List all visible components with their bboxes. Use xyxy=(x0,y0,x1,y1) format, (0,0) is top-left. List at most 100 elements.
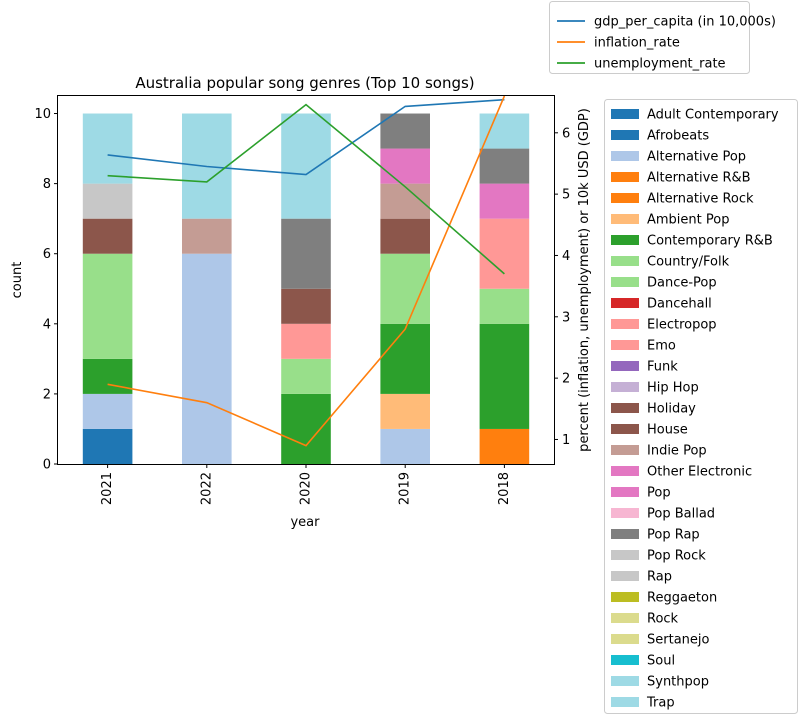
legend-label-house: House xyxy=(647,423,688,438)
legend-label-alternative-rock: Alternative Rock xyxy=(647,192,754,207)
bar-ambient-pop-2019 xyxy=(380,393,430,429)
legend-label-dancehall: Dancehall xyxy=(647,297,712,312)
legend-swatch-rock xyxy=(611,613,639,623)
y-tick-label-2: 2 xyxy=(43,387,51,402)
legend-label-funk: Funk xyxy=(647,360,678,375)
y-tick-label-8: 8 xyxy=(43,177,51,192)
legend-label-sertanejo: Sertanejo xyxy=(647,633,710,648)
bar-dance-pop-2020 xyxy=(281,358,331,394)
bar-alternative-pop-2022 xyxy=(182,253,232,464)
bar-contemporary-r-b-2018 xyxy=(479,323,530,429)
y-right-tick-label-5: 5 xyxy=(562,188,570,203)
legend-label-adult-contemporary: Adult Contemporary xyxy=(647,108,779,123)
bar-house-2020 xyxy=(281,288,331,324)
bar-country-folk-2021 xyxy=(82,253,133,359)
legend-swatch-alternative-pop xyxy=(611,151,639,161)
y-axis-right-label: percent (inflation, unemployment) or 10k… xyxy=(577,108,592,452)
legend-label-country-folk: Country/Folk xyxy=(647,255,730,270)
bar-pop-rap-2018 xyxy=(479,148,530,184)
legend-swatch-hip-hop xyxy=(611,382,639,392)
bar-alternative-pop-2021 xyxy=(82,393,133,429)
legend-label-holiday: Holiday xyxy=(647,402,696,417)
legend-label-contemporary-r-b: Contemporary R&B xyxy=(647,234,773,249)
legend-line-label-inflation-rate: inflation_rate xyxy=(594,36,680,51)
legend-label-indie-pop: Indie Pop xyxy=(647,444,707,459)
legend-label-afrobeats: Afrobeats xyxy=(647,129,709,144)
bar-contemporary-r-b-2021 xyxy=(82,358,133,394)
legend-label-electropop: Electropop xyxy=(647,318,717,333)
bar-electropop-2020 xyxy=(281,323,331,359)
line-gdp-per-capita-in-10-000s xyxy=(107,98,505,176)
legend-swatch-trap xyxy=(611,697,639,707)
legend-label-dance-pop: Dance-Pop xyxy=(647,276,717,291)
bar-alternative-rock-2018 xyxy=(479,428,530,464)
legend-label-rock: Rock xyxy=(647,612,679,627)
legend-label-alternative-pop: Alternative Pop xyxy=(647,150,746,165)
legend-swatch-alternative-r-b xyxy=(611,172,639,182)
legend-swatch-sertanejo xyxy=(611,634,639,644)
x-tick-label-2021: 2021 xyxy=(100,472,115,505)
bar-alternative-pop-2019 xyxy=(380,428,430,464)
legend-swatch-dancehall xyxy=(611,298,639,308)
legend-swatch-pop-rap xyxy=(611,529,639,539)
legend-swatch-funk xyxy=(611,361,639,371)
legend-swatch-indie-pop xyxy=(611,445,639,455)
bar-adult-contemporary-2021 xyxy=(82,428,133,464)
legend-swatch-house xyxy=(611,424,639,434)
x-tick-label-2022: 2022 xyxy=(199,472,214,505)
y-tick-label-6: 6 xyxy=(43,247,51,262)
legend-swatch-ambient-pop xyxy=(611,214,639,224)
legend-swatch-contemporary-r-b xyxy=(611,235,639,245)
legend-label-synthpop: Synthpop xyxy=(647,675,709,690)
legend-swatch-alternative-rock xyxy=(611,193,639,203)
legend-swatch-soul xyxy=(611,655,639,665)
bar-indie-pop-2022 xyxy=(182,218,232,254)
bar-other-electronic-2018 xyxy=(479,183,530,219)
bar-pop-rap-2019 xyxy=(380,113,430,149)
x-tick-label-2020: 2020 xyxy=(299,472,314,505)
y-right-tick-label-6: 6 xyxy=(562,126,570,141)
legend-swatch-holiday xyxy=(611,403,639,413)
x-tick-label-2018: 2018 xyxy=(497,472,512,505)
legend-line-label-unemployment-rate: unemployment_rate xyxy=(594,57,726,72)
y-tick-label-0: 0 xyxy=(43,458,51,473)
bar-contemporary-r-b-2020 xyxy=(281,393,331,464)
bar-holiday-2019 xyxy=(380,218,430,254)
bar-dance-pop-2018 xyxy=(479,288,530,324)
y-right-tick-label-1: 1 xyxy=(562,433,570,448)
chart-title: Australia popular song genres (Top 10 so… xyxy=(135,74,474,92)
line-inflation-rate xyxy=(107,95,506,447)
legend-label-ambient-pop: Ambient Pop xyxy=(647,213,729,228)
legend-label-soul: Soul xyxy=(647,654,675,669)
bar-trap-2018 xyxy=(479,113,530,149)
legend-label-alternative-r-b: Alternative R&B xyxy=(647,171,751,186)
legend-label-emo: Emo xyxy=(647,339,676,354)
bar-synthpop-2021 xyxy=(82,113,133,184)
legend-genres-box xyxy=(604,99,798,714)
bar-holiday-2021 xyxy=(82,218,133,254)
legend-label-other-electronic: Other Electronic xyxy=(647,465,752,480)
y-axis: 0 2 4 6 8 10 xyxy=(34,107,58,473)
bar-pop-rap-2020 xyxy=(281,218,331,289)
bar-emo-2018 xyxy=(479,218,530,289)
legend-swatch-adult-contemporary xyxy=(611,109,639,119)
legend-swatch-pop-ballad xyxy=(611,508,639,518)
legend-swatch-dance-pop xyxy=(611,277,639,287)
legend-line-label-gdp-per-capita-in-10-000s: gdp_per_capita (in 10,000s) xyxy=(594,15,776,30)
bar-synthpop-2020 xyxy=(281,113,331,219)
legend-label-pop-rock: Pop Rock xyxy=(647,549,706,564)
y-right-tick-label-3: 3 xyxy=(562,310,570,325)
y-right-tick-label-2: 2 xyxy=(562,372,570,387)
y-right-tick-label-4: 4 xyxy=(562,249,570,264)
legend-swatch-reggaeton xyxy=(611,592,639,602)
legend-swatch-pop-rock xyxy=(611,550,639,560)
legend-label-reggaeton: Reggaeton xyxy=(647,591,717,606)
legend-label-trap: Trap xyxy=(646,696,675,711)
y-axis-right: 1 2 3 4 5 6 xyxy=(554,126,570,448)
x-axis: 2021 2022 2020 2019 2018 xyxy=(100,464,512,505)
y-tick-label-4: 4 xyxy=(43,317,51,332)
legend-swatch-afrobeats xyxy=(611,130,639,140)
lines-layer xyxy=(107,95,506,447)
legend-label-rap: Rap xyxy=(647,570,672,585)
legend-swatch-synthpop xyxy=(611,676,639,686)
